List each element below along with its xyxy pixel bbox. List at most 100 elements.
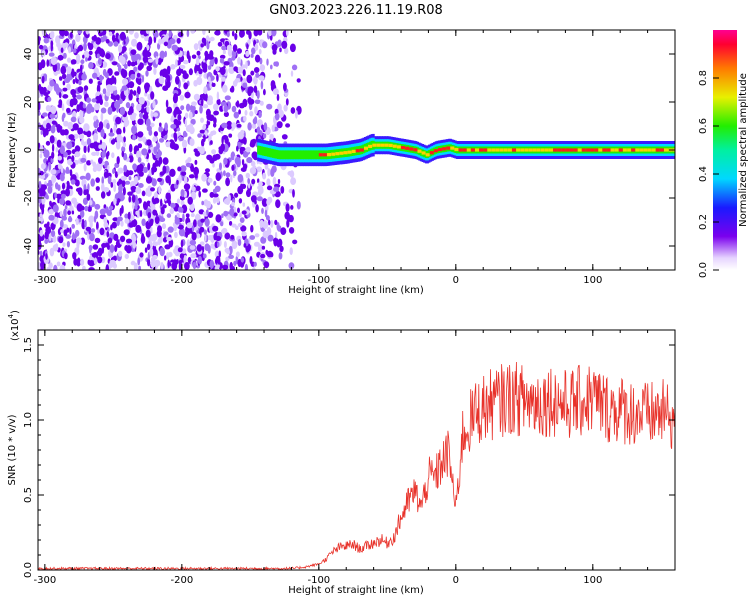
spectrogram-noise-cell <box>276 222 280 231</box>
spectrogram-noise-cell <box>196 233 201 239</box>
trace-band <box>298 150 301 160</box>
trace-band <box>262 146 265 156</box>
spectrogram-noise-cell <box>260 253 266 259</box>
spectrogram-noise-cell <box>285 123 291 128</box>
spectrogram-noise-cell <box>199 241 205 246</box>
spectrogram-noise-cell <box>80 157 87 163</box>
spectrogram-noise-cell <box>150 91 155 100</box>
spectrogram-noise-cell <box>105 53 111 60</box>
spectrogram-noise-cell <box>224 95 231 101</box>
spectrogram-noise-cell <box>133 175 139 185</box>
spectrogram-noise-cell <box>241 159 245 166</box>
snr-x-ticks: -300 -200 -100 0 100 <box>33 330 676 586</box>
spectrogram-noise-cell <box>207 37 211 42</box>
spectrogram-noise-cell <box>278 252 283 260</box>
spectrogram-noise-cell <box>150 110 153 119</box>
spectrogram-noise-cell <box>71 155 75 163</box>
spectrogram-noise-cell <box>234 33 238 41</box>
spectrogram-noise-cell <box>170 124 177 129</box>
spectrogram-noise-cell <box>52 235 57 243</box>
trace-core <box>557 148 562 152</box>
spectrogram-noise-cell <box>169 38 176 45</box>
spectrogram-noise-cell <box>202 123 207 130</box>
spectrogram-noise-cell <box>226 120 233 130</box>
trace-core <box>573 148 578 152</box>
spectrogram-noise-cell <box>81 73 87 81</box>
spectrogram-noise-cell <box>115 116 122 125</box>
colorbar: 0.0 0.2 0.4 0.6 0.8 Normalized spectral ampl… <box>698 30 749 278</box>
spectrogram-noise-cell <box>229 87 235 93</box>
spectrogram-noise-cell <box>279 245 284 252</box>
spectrogram-noise-cell <box>272 88 279 96</box>
spectrogram-noise-cell <box>285 98 289 106</box>
spectrogram-noise-cell <box>289 247 293 256</box>
snr-series-line <box>38 361 675 570</box>
trace-core <box>318 153 323 157</box>
spectrogram-noise-cell <box>134 199 140 206</box>
spectrogram-noise-cell <box>220 143 225 152</box>
spectrogram-noise-cell <box>231 164 235 171</box>
spectrogram-noise-cell <box>82 54 85 59</box>
spectrogram-noise-cell <box>211 149 217 155</box>
x-tick-label: 100 <box>583 575 602 586</box>
spectrogram-noise-cell <box>61 193 66 199</box>
spectrogram-noise-cell <box>100 191 106 199</box>
spectrogram-noise-cell <box>237 222 243 228</box>
spectrogram-noise-cell <box>49 113 56 119</box>
spectrogram-noise-cell <box>260 236 267 244</box>
spectrogram-noise-cell <box>158 38 163 45</box>
trace-core <box>512 148 516 152</box>
spectrogram-noise-cell <box>125 102 131 109</box>
spectrogram-noise-cell <box>85 172 91 181</box>
spectrogram-noise-cell <box>188 111 193 120</box>
spectrogram-noise-cell <box>202 211 207 216</box>
trace-core <box>339 151 344 155</box>
spectrogram-noise-cell <box>110 224 113 231</box>
spectrogram-noise-cell <box>211 82 216 87</box>
spectrogram-noise-cell <box>72 232 75 241</box>
spectrogram-noise-cell <box>127 191 133 196</box>
spectrogram-noise-cell <box>131 194 136 203</box>
spectrogram-noise-cell <box>188 174 195 179</box>
spectrogram-noise-cell <box>130 49 137 55</box>
trace-band <box>273 149 276 159</box>
spectrogram-noise-cell <box>74 145 81 153</box>
spectrogram-noise-cell <box>243 243 247 248</box>
spectrogram-noise-cell <box>165 99 169 108</box>
spectrogram-noise-cell <box>98 121 104 130</box>
spectrogram-noise-cell <box>113 198 117 206</box>
spectrogram-noise-cell <box>169 141 176 150</box>
spectrogram-noise-cell <box>102 88 107 95</box>
spectrogram-noise-cell <box>94 103 100 111</box>
spectrogram-noise-cell <box>191 101 197 107</box>
trace-core <box>528 148 533 152</box>
spectrogram-noise-cell <box>231 30 235 37</box>
spectrogram-noise-cell <box>160 198 163 207</box>
spectrogram-noise-cell <box>215 172 222 182</box>
spectrogram-noise-cell <box>131 125 138 135</box>
spectrogram-noise-cell <box>283 82 287 92</box>
trace-core <box>343 151 348 155</box>
spectrogram-noise-cell <box>209 60 213 67</box>
spectrogram-noise-cell <box>107 106 113 115</box>
spectrogram-noise-cell <box>107 164 110 171</box>
spectrogram-noise-cell <box>158 185 161 195</box>
spectrogram-noise-cell <box>184 91 191 99</box>
spectrogram-noise-cell <box>181 171 187 176</box>
spectrogram-noise-cell <box>52 244 59 252</box>
spectrogram-noise-cell <box>115 141 121 150</box>
spectrogram-noise-cell <box>194 159 198 165</box>
spectrogram-noise-cell <box>174 231 178 239</box>
spectrogram-noise-cell <box>144 247 148 253</box>
spectrogram-noise-cell <box>237 239 242 246</box>
spectrogram-noise-cell <box>190 213 195 218</box>
spectrogram-noise-cell <box>234 192 239 198</box>
spectrogram-noise-cell <box>82 265 86 270</box>
spectrogram-noise-cell <box>186 30 190 38</box>
spectrogram-noise-cell <box>147 212 152 219</box>
spectrogram-noise-cell <box>136 93 139 98</box>
spectrogram-noise-cell <box>159 247 165 257</box>
spectrogram-noise-cell <box>198 190 201 198</box>
spectrogram-noise-cell <box>88 267 95 270</box>
spectrogram-noise-cell <box>170 64 176 70</box>
